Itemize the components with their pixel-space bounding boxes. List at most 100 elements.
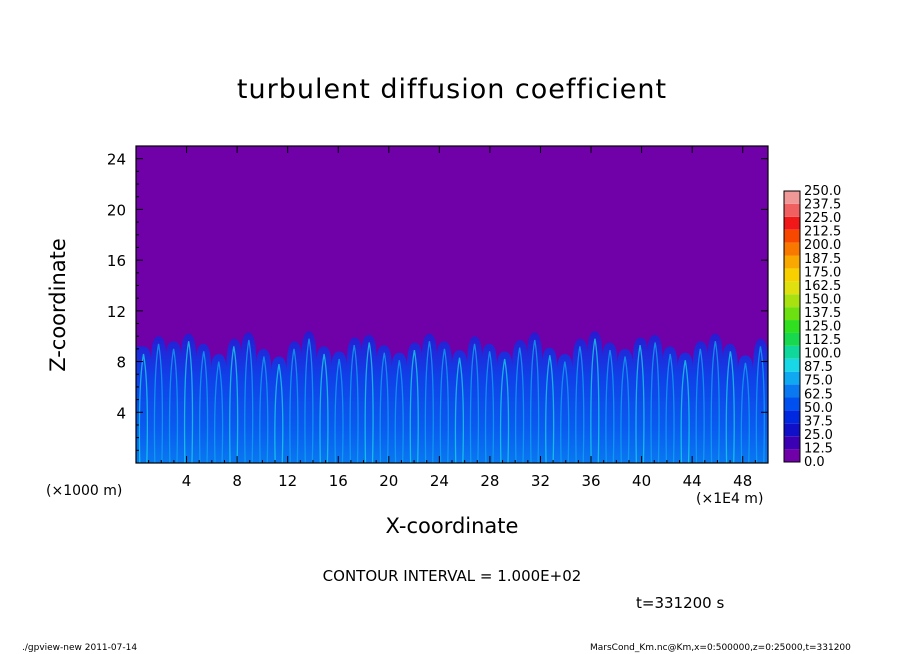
plume-streak xyxy=(499,358,510,463)
turbulent-layer xyxy=(136,331,768,463)
plume-streak xyxy=(530,339,540,463)
colorbar-swatch xyxy=(784,449,800,462)
plume-streak xyxy=(259,356,269,463)
plume-streak xyxy=(244,339,254,463)
colorbar-swatch xyxy=(784,332,800,346)
y-tick-label: 12 xyxy=(107,303,126,321)
colorbar-label: 12.5 xyxy=(804,441,833,456)
plume-streak xyxy=(168,348,179,463)
x-tick-label: 44 xyxy=(683,472,702,490)
x-axis-unit: (×1E4 m) xyxy=(696,491,764,507)
colorbar-frame xyxy=(783,190,801,463)
plume-streak xyxy=(229,346,239,463)
plume-streak xyxy=(379,352,389,463)
plume-streak xyxy=(334,358,344,463)
colorbar-swatch xyxy=(784,216,800,230)
plume-streak xyxy=(650,342,660,463)
colorbar-swatch xyxy=(784,345,800,359)
colorbar-label: 250.0 xyxy=(804,184,841,199)
colorbar-swatch xyxy=(784,294,800,308)
y-tick-label: 16 xyxy=(107,252,126,270)
colorbar-swatch xyxy=(784,229,800,243)
colorbar-swatch xyxy=(784,255,800,269)
colorbar-label: 50.0 xyxy=(804,401,833,416)
colorbar-swatch xyxy=(784,410,800,424)
plume-streak xyxy=(274,363,284,463)
footer-left: ./gpview-new 2011-07-14 xyxy=(22,643,138,653)
colorbar-label: 137.5 xyxy=(804,306,841,321)
colorbar-swatch xyxy=(784,397,800,411)
colorbar-label: 237.5 xyxy=(804,198,841,213)
plume-streak xyxy=(364,342,374,463)
x-tick-label: 12 xyxy=(278,472,297,490)
colorbar-swatch xyxy=(784,320,800,333)
footer-right: MarsCond_Km.nc@Km,x=0:500000,z=0:25000,t… xyxy=(590,643,851,653)
plume-streak xyxy=(514,347,525,463)
x-tick-label: 24 xyxy=(430,472,449,490)
colorbar-label: 212.5 xyxy=(804,225,841,240)
colorbar-label: 62.5 xyxy=(804,387,833,402)
colorbar-swatch xyxy=(784,358,800,372)
colorbar-label: 125.0 xyxy=(804,320,841,335)
colorbar-swatch xyxy=(784,203,800,217)
colorbar-swatch xyxy=(784,307,800,321)
plume-streak xyxy=(214,361,224,463)
y-tick-label: 4 xyxy=(116,404,126,422)
colorbar-label: 150.0 xyxy=(804,292,841,307)
plume-streak xyxy=(725,351,735,463)
colorbar-label: 87.5 xyxy=(804,360,833,375)
colorbar-swatch xyxy=(784,371,800,385)
colorbar-swatch xyxy=(784,281,800,295)
colorbar-label: 100.0 xyxy=(804,347,841,362)
contour-interval-label: CONTOUR INTERVAL = 1.000E+02 xyxy=(322,567,582,585)
x-axis: 4 8 12 16 20 24 28 32 36 40 44 48 xyxy=(148,146,756,490)
y-axis: 4 8 12 16 20 24 xyxy=(107,151,768,451)
y-tick-label: 8 xyxy=(116,354,126,372)
x-tick-label: 20 xyxy=(379,472,398,490)
plume-streak xyxy=(289,348,299,463)
plume-streak xyxy=(183,341,194,463)
plume-streak xyxy=(469,343,480,463)
plume-streak xyxy=(590,338,600,463)
turbulent-region xyxy=(136,331,768,463)
plume-streak xyxy=(605,350,615,463)
colorbar-label: 37.5 xyxy=(804,414,833,429)
plume-streak xyxy=(484,351,495,463)
x-tick-label: 32 xyxy=(531,472,550,490)
colorbar-label: 75.0 xyxy=(804,374,833,389)
plume-streak xyxy=(394,360,404,463)
plume-streak xyxy=(560,361,570,463)
y-axis-label: Z-coordinate xyxy=(46,238,70,372)
colorbar-label: 175.0 xyxy=(804,265,841,280)
plume-streak xyxy=(409,350,419,463)
plume-streak xyxy=(620,356,630,463)
colorbar-swatch xyxy=(784,436,800,450)
colorbar-label: 25.0 xyxy=(804,428,833,443)
colorbar-swatch xyxy=(784,423,800,437)
plume-streak xyxy=(304,338,314,463)
x-tick-label: 28 xyxy=(480,472,499,490)
plume-streak xyxy=(740,362,750,463)
plume-streak xyxy=(665,353,675,463)
colorbar-label: 187.5 xyxy=(804,252,841,267)
colorbar-label: 200.0 xyxy=(804,238,841,253)
colorbar-label: 0.0 xyxy=(804,455,825,470)
colorbar-label: 112.5 xyxy=(804,333,841,348)
plume-streak xyxy=(635,344,645,463)
x-tick-label: 48 xyxy=(733,472,752,490)
plume-streak xyxy=(153,343,164,463)
plume-streak xyxy=(710,341,720,463)
colorbar-label: 225.0 xyxy=(804,211,841,226)
colorbar-swatch xyxy=(784,384,800,398)
x-tick-label: 16 xyxy=(329,472,348,490)
plume-streak xyxy=(454,357,465,463)
plume-streak xyxy=(439,348,449,463)
y-axis-unit: (×1000 m) xyxy=(46,483,123,499)
plume-streak xyxy=(198,351,209,463)
plume-streak xyxy=(695,348,705,463)
colorbar-swatch xyxy=(784,191,800,204)
plume-streak xyxy=(349,344,359,463)
colorbar-label: 162.5 xyxy=(804,279,841,294)
plume-streak xyxy=(755,346,765,463)
